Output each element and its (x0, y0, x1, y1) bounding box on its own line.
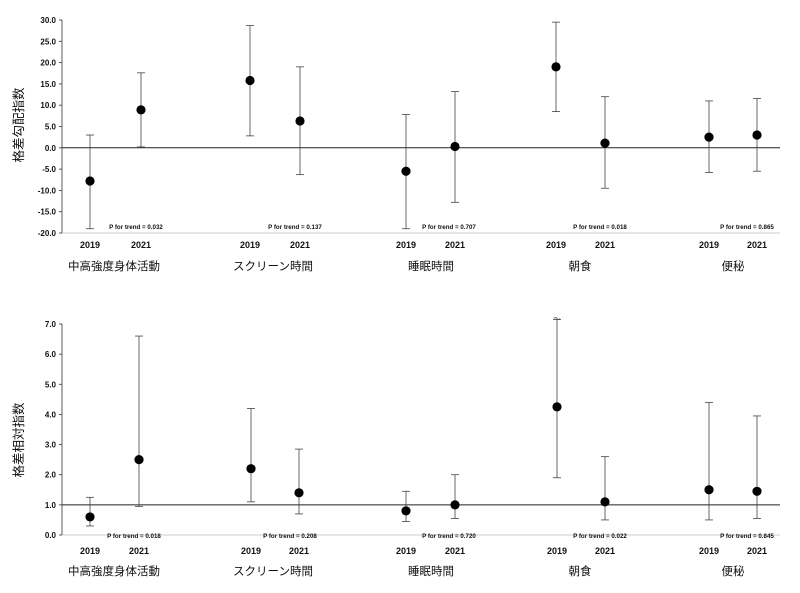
x-year-label: 2019 (546, 240, 566, 250)
y-tick-label: -5.0 (42, 165, 56, 174)
y-tick-label: -15.0 (38, 208, 57, 217)
x-year-label: 2019 (80, 240, 100, 250)
panel-2: 0.0 1.0 2.0 3.0 4.0 5.0 6.0 7.0 格差相対指数 2019 2021 P … (11, 317, 780, 578)
y-tick-label: 2.0 (45, 471, 57, 480)
x-year-label: 2019 (699, 546, 719, 556)
x-year-label: 2021 (290, 240, 310, 250)
x-year-label: 2021 (445, 546, 465, 556)
data-point (246, 464, 256, 474)
group-label: 便秘 (722, 259, 745, 273)
break-mark (553, 317, 561, 320)
y-tick-label: 6.0 (45, 350, 57, 359)
x-year-label: 2021 (445, 240, 465, 250)
p-trend-label: P for trend = 0.845 (720, 533, 774, 540)
x-year-label: 2019 (396, 240, 416, 250)
p-trend-label: P for trend = 0.720 (422, 533, 476, 540)
data-point (704, 485, 714, 495)
x-year-label: 2019 (240, 240, 260, 250)
data-point (136, 105, 146, 115)
x-year-label: 2019 (241, 546, 261, 556)
y-tick-label: 3.0 (45, 441, 57, 450)
group-label: スクリーン時間 (233, 564, 313, 578)
y-tick-label: -20.0 (38, 229, 57, 238)
y-tick-label: 7.0 (45, 320, 57, 329)
x-year-label: 2021 (595, 546, 615, 556)
group-label: 便秘 (722, 564, 745, 578)
x-year-label: 2021 (289, 546, 309, 556)
data-point (294, 488, 304, 498)
error-bar (295, 448, 303, 515)
y-tick-label: 5.0 (45, 123, 57, 132)
y-tick-label: 25.0 (40, 37, 56, 46)
data-point (245, 75, 255, 86)
data-point (85, 512, 95, 522)
data-point (401, 506, 411, 516)
y-axis-label: 格差勾配指数 (11, 87, 26, 163)
data-point (704, 132, 714, 142)
x-year-label: 2019 (547, 546, 567, 556)
error-bar (753, 415, 761, 519)
x-year-label: 2021 (747, 546, 767, 556)
data-point (450, 141, 460, 152)
data-point (85, 176, 95, 186)
data-point (752, 486, 762, 496)
x-year-label: 2021 (131, 240, 151, 250)
data-point (600, 138, 610, 148)
p-trend-label: P for trend = 0.707 (422, 224, 476, 231)
p-trend-label: P for trend = 0.022 (573, 533, 627, 540)
data-point (752, 130, 762, 140)
error-bar (601, 456, 609, 521)
x-year-label: 2021 (747, 240, 767, 250)
x-year-label: 2019 (396, 546, 416, 556)
data-point (134, 455, 144, 465)
p-trend-label: P for trend = 0.208 (263, 533, 317, 540)
y-tick-label: -10.0 (38, 186, 57, 195)
group-label: 睡眠時間 (408, 564, 454, 578)
data-point (450, 500, 460, 510)
y-tick-label: 4.0 (45, 410, 57, 419)
y-tick-label: 15.0 (40, 80, 56, 89)
data-point (295, 116, 305, 126)
y-tick-label: 10.0 (40, 101, 56, 110)
p-trend-label: P for trend = 0.865 (720, 224, 774, 231)
y-tick-label: 30.0 (40, 16, 56, 25)
group-label: 朝食 (569, 259, 592, 273)
error-bar (86, 496, 94, 527)
error-bar (451, 474, 459, 519)
p-trend-label: P for trend = 0.032 (109, 224, 163, 231)
group-label: 睡眠時間 (408, 259, 454, 273)
x-year-label: 2021 (595, 240, 615, 250)
group-label: 中高強度身体活動 (68, 259, 160, 273)
error-bar (135, 335, 143, 507)
error-bar (705, 401, 713, 521)
data-point (552, 402, 562, 412)
data-point (600, 497, 610, 507)
y-tick-label: 1.0 (45, 501, 57, 510)
p-trend-label: P for trend = 0.018 (107, 533, 161, 540)
panel-1: -20.0 -15.0 -10.0 -5.0 0.0 5.0 10.0 15.0 20.0 25.… (11, 16, 780, 273)
error-bar (247, 407, 255, 503)
y-tick-label: 0.0 (45, 144, 57, 153)
y-axis-label: 格差相対指数 (11, 402, 26, 478)
data-point (551, 62, 561, 72)
x-year-label: 2019 (699, 240, 719, 250)
y-tick-label: 5.0 (45, 380, 57, 389)
p-trend-label: P for trend = 0.018 (573, 224, 627, 231)
p-trend-label: P for trend = 0.137 (268, 224, 322, 231)
x-year-label: 2019 (80, 546, 100, 556)
data-point (401, 166, 411, 176)
error-bar (553, 317, 561, 479)
group-label: 朝食 (569, 564, 592, 578)
group-label: 中高強度身体活動 (68, 564, 160, 578)
y-tick-label: 0.0 (45, 531, 57, 540)
y-tick-label: 20.0 (40, 59, 56, 68)
group-label: スクリーン時間 (233, 259, 313, 273)
x-year-label: 2021 (129, 546, 149, 556)
